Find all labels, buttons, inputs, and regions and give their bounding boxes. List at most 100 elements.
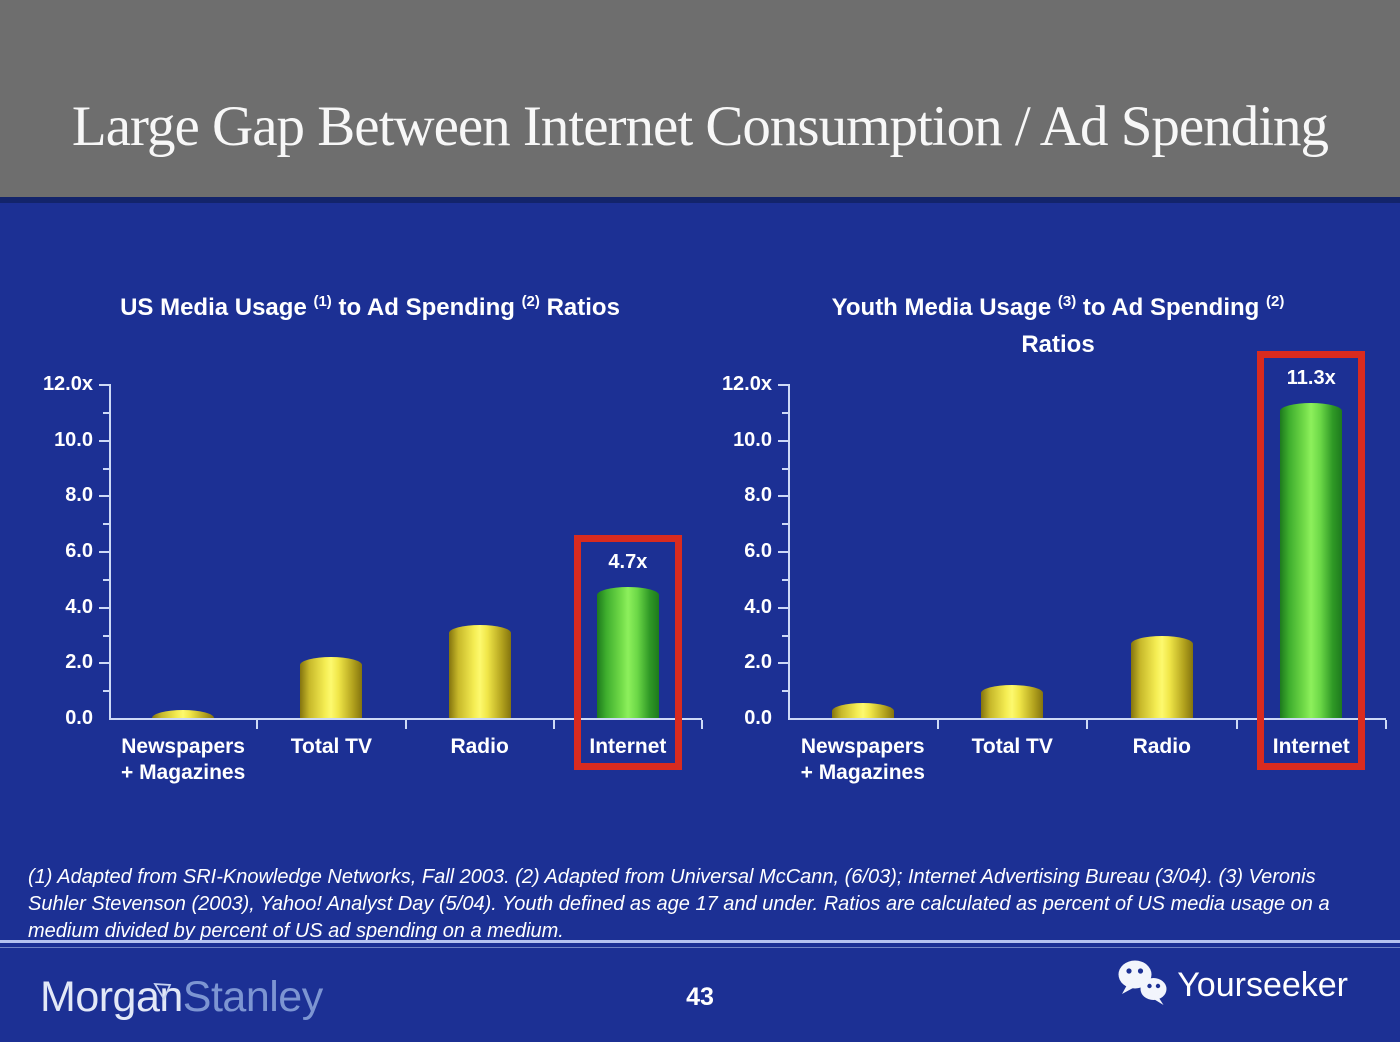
y-tick: [103, 690, 109, 693]
y-tick-label: 6.0: [65, 540, 93, 562]
bar-value-label: 4.7x: [608, 551, 648, 574]
y-axis-line: [109, 384, 111, 720]
y-tick-label: 0.0: [744, 707, 772, 729]
chart-title-text: Ratios: [539, 294, 620, 321]
chart-title-text: Youth Media Usage: [831, 294, 1058, 321]
y-tick-label: 8.0: [65, 484, 93, 507]
highlight-box: [573, 535, 682, 770]
bar: [152, 709, 215, 718]
y-tick: [778, 662, 788, 665]
y-tick: [99, 495, 109, 498]
x-tick: [701, 720, 703, 729]
y-tick: [103, 467, 109, 470]
category-label-line: Newspapers: [800, 735, 925, 758]
category-label: Newspapers + Magazines: [778, 734, 948, 786]
category-label-line: Internet: [1272, 735, 1350, 758]
chart-title: US Media Usage (1) to Ad Spending (2) Ra…: [30, 291, 710, 328]
page-number: 43: [686, 983, 714, 1011]
category-label-line: + Magazines: [800, 761, 925, 784]
y-tick: [778, 439, 788, 442]
yourseeker-watermark: Yourseeker: [1116, 958, 1348, 1012]
x-axis-line: [109, 718, 702, 720]
chart-title-superscript: (1): [313, 293, 332, 310]
bar: [596, 587, 659, 718]
category-label: Total TV: [246, 734, 416, 760]
y-tick: [782, 690, 788, 693]
category-label-line: Internet: [589, 735, 667, 758]
youth-ratio-chart: Youth Media Usage (3) to Ad Spending (2)…: [718, 285, 1398, 795]
us-ratio-chart: US Media Usage (1) to Ad Spending (2) Ra…: [30, 285, 710, 795]
chart-title-superscript: (2): [521, 293, 540, 310]
category-label-line: Radio: [450, 735, 509, 758]
y-tick-label: 4.0: [65, 595, 93, 618]
bar: [831, 702, 894, 718]
y-tick-label: 10.0: [54, 428, 93, 451]
chart-title-superscript: (2): [1266, 293, 1285, 310]
y-axis-line: [788, 384, 790, 720]
divider-line: [0, 940, 1400, 943]
chart-title-text: Ratios: [1021, 331, 1095, 358]
category-label: Total TV: [927, 734, 1097, 760]
x-tick: [256, 720, 259, 729]
y-tick-label: 4.0: [744, 595, 772, 618]
chart-title-text: to Ad Spending: [1076, 294, 1266, 321]
bar: [448, 624, 511, 718]
x-tick: [1086, 720, 1088, 729]
bar: [1130, 635, 1193, 718]
angle-triangle-icon: [153, 966, 173, 1001]
bar-value-label: 11.3x: [1286, 367, 1336, 390]
y-tick: [778, 606, 788, 609]
y-tick: [782, 411, 788, 414]
page-title: Large Gap Between Internet Consumption /…: [71, 95, 1329, 158]
bar: [300, 656, 363, 718]
y-tick-label: 12.0x: [42, 373, 93, 395]
y-tick-label: 8.0: [744, 484, 772, 507]
bar: [1280, 403, 1343, 718]
logo-stanley-text: Stanley: [182, 973, 323, 1021]
y-tick: [99, 439, 109, 442]
category-label: Internet: [1226, 734, 1396, 760]
y-tick: [103, 523, 109, 526]
y-tick: [99, 662, 109, 665]
plot-area: 12.0x 10.0 8.0 6.0 4.0 2.0 0.0 Newspapers + Maga…: [718, 351, 1398, 784]
category-label-line: Newspapers: [121, 735, 245, 758]
chart-title-text: to Ad Spending: [331, 294, 522, 321]
y-tick: [778, 384, 788, 386]
y-tick: [99, 384, 109, 386]
bar: [981, 684, 1044, 718]
y-tick: [778, 551, 788, 553]
category-label: Radio: [1077, 734, 1247, 760]
y-tick: [782, 634, 788, 637]
y-tick: [103, 578, 109, 581]
wechat-icon: [1116, 959, 1168, 1012]
highlight-box: [1257, 351, 1366, 770]
chart-title-text: US Media Usage: [120, 294, 314, 321]
header-band: Large Gap Between Internet Consumption /…: [0, 0, 1400, 203]
x-tick: [552, 720, 555, 729]
category-label-line: Total TV: [971, 735, 1053, 758]
y-tick: [103, 411, 109, 414]
category-label-line: Radio: [1132, 735, 1191, 758]
yourseeker-label: Yourseeker: [1177, 965, 1348, 1004]
y-tick-label: 6.0: [744, 540, 772, 562]
y-tick: [782, 523, 788, 526]
x-axis-line: [788, 718, 1386, 720]
y-tick-label: 2.0: [65, 651, 93, 674]
y-tick: [782, 578, 788, 581]
x-tick: [404, 720, 407, 729]
y-tick-label: 2.0: [744, 651, 772, 674]
y-tick: [99, 551, 109, 553]
y-tick: [99, 606, 109, 609]
category-label: Newspapers + Magazines: [98, 734, 268, 786]
chart-title: Youth Media Usage (3) to Ad Spending (2)…: [718, 291, 1398, 362]
divider-line: [0, 947, 1400, 948]
footnote: (1) Adapted from SRI-Knowledge Networks,…: [28, 866, 1330, 942]
y-tick: [103, 634, 109, 637]
y-tick-label: 12.0x: [721, 373, 772, 395]
logo-morgan-text: Morgan: [40, 973, 183, 1021]
category-label-line: + Magazines: [120, 761, 246, 784]
x-tick: [1235, 720, 1238, 729]
x-tick: [936, 720, 939, 729]
category-label: Radio: [395, 734, 565, 760]
